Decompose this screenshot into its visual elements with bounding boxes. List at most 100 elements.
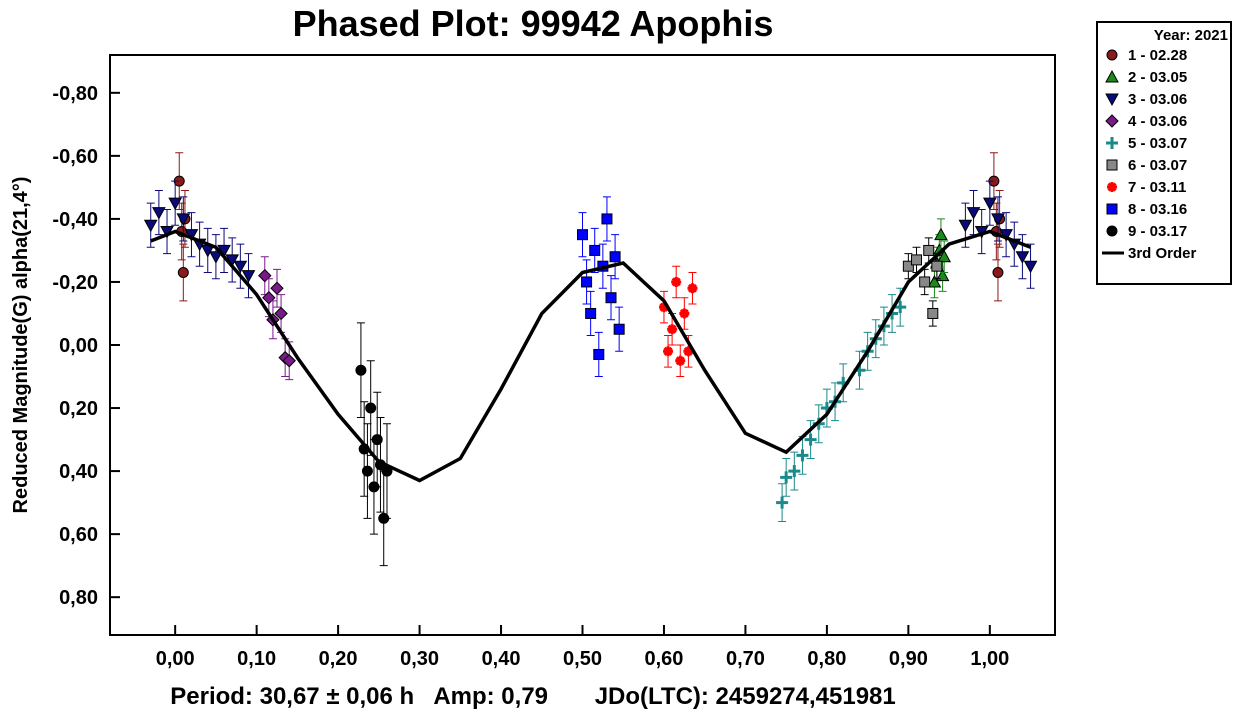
data-point-series-2 [934, 227, 948, 241]
y-axis: -0,80 -0,60 -0,40 -0,20 0,00 0,20 0,40 0,60 0,80 [52, 83, 120, 609]
data-point-series-3 [152, 207, 166, 220]
data-point-series-3 [958, 219, 973, 233]
data-point-series-7 [687, 283, 698, 294]
legend-label: 4 - 03.06 [1128, 113, 1187, 130]
data-point-series-4 [282, 354, 296, 368]
data-point-series-5 [804, 433, 817, 446]
data-point-series-8 [577, 229, 588, 241]
data-point-series-5 [788, 465, 801, 478]
data-point-series-6 [911, 254, 923, 266]
data-point-series-8 [609, 251, 621, 263]
data-point-series-3 [176, 213, 191, 226]
legend-marker-2 [1105, 69, 1119, 83]
legend-marker-5 [1106, 137, 1118, 149]
data-point-series-3 [1023, 260, 1038, 274]
plot-area [109, 54, 1056, 636]
legend-marker-6 [1106, 159, 1118, 171]
y-tick-label: 0,40 [59, 461, 98, 483]
x-tick-label: 0,40 [482, 648, 521, 670]
legend-marker-7 [1107, 182, 1117, 192]
x-tick-label: 0,10 [237, 648, 276, 670]
data-point-series-2 [937, 249, 952, 263]
data-point-series-5 [780, 471, 793, 484]
y-tick-label: -0,60 [52, 146, 98, 168]
data-point-series-8 [581, 276, 593, 288]
y-axis-label: Reduced Magnitude(G) alpha(21,4°) [10, 177, 32, 514]
data-point-series-3 [168, 197, 183, 211]
legend-label: 1 - 02.28 [1128, 47, 1187, 64]
legend-label: 5 - 03.07 [1128, 135, 1187, 152]
x-tick-label: 0,70 [726, 648, 765, 670]
data-point-series-2 [927, 274, 942, 288]
y-tick-label: -0,80 [52, 83, 98, 105]
data-point-series-4 [270, 281, 284, 295]
legend-marker-3 [1105, 93, 1119, 107]
x-tick-label: 0,80 [807, 648, 846, 670]
data-point-series-4 [274, 306, 288, 321]
data-point-series-9 [361, 465, 373, 477]
legend-marker-8 [1106, 203, 1118, 215]
legend-label: 7 - 03.11 [1128, 179, 1186, 196]
data-point-series-1 [992, 267, 1004, 278]
y-tick-label: 0,00 [59, 335, 98, 357]
legend-label: 2 - 03.05 [1128, 69, 1187, 86]
x-tick-label: 0,50 [563, 648, 602, 670]
data-point-series-6 [931, 260, 943, 272]
data-point-series-8 [605, 292, 617, 304]
x-tick-label: 1,00 [970, 648, 1009, 670]
legend: Year: 2021 1 - 02.28 2 - 03.05 3 - 03.06 4 … [1096, 21, 1232, 285]
x-tick-label: 0,00 [156, 648, 195, 670]
x-tick-label: 0,60 [644, 648, 683, 670]
data-point-series-7 [663, 346, 674, 357]
fit-curve [150, 229, 1032, 483]
data-point-series-3 [209, 251, 223, 264]
y-tick-label: 0,80 [59, 587, 98, 609]
legend-label: 6 - 03.07 [1128, 157, 1187, 174]
data-point-series-7 [658, 302, 669, 313]
legend-marker-9 [1106, 225, 1118, 237]
data-point-series-6 [902, 260, 914, 272]
data-point-series-6 [919, 276, 931, 288]
data-point-series-2 [935, 268, 950, 282]
y-tick-label: 0,20 [59, 398, 98, 420]
y-tick-label: -0,40 [52, 209, 98, 231]
data-point-series-1 [177, 267, 189, 278]
data-point-series-5 [796, 449, 809, 462]
footer-period-info: Period: 30,67 ± 0,06 h Amp: 0,79 JDo(LTC… [170, 683, 895, 710]
data-point-series-8 [589, 244, 601, 256]
data-point-series-6 [927, 307, 939, 319]
data-point-series-9 [355, 364, 367, 376]
x-tick-label: 0,90 [889, 648, 928, 670]
y-tick-label: 0,60 [59, 524, 98, 546]
data-point-series-5 [776, 496, 789, 509]
legend-label: 9 - 03.17 [1128, 223, 1187, 240]
data-point-series-7 [679, 308, 690, 319]
data-point-series-5 [894, 301, 907, 314]
data-point-series-7 [667, 324, 678, 335]
data-point-series-6 [923, 244, 935, 256]
data-point-series-8 [601, 213, 613, 225]
data-point-series-3 [991, 213, 1005, 226]
legend-box [1096, 21, 1232, 285]
data-point-series-8 [585, 307, 597, 319]
data-point-series-7 [683, 346, 694, 357]
legend-marker-4 [1105, 114, 1119, 128]
x-axis: 0,00 0,10 0,20 0,30 0,40 0,50 0,60 0,70 0,80 0,90… [156, 625, 1009, 670]
legend-label: 3 - 03.06 [1128, 91, 1187, 108]
legend-title: Year: 2021 [1154, 27, 1228, 44]
x-tick-label: 0,30 [400, 648, 439, 670]
data-point-series-8 [593, 348, 605, 360]
data-point-series-3 [966, 207, 981, 220]
legend-marker-1 [1106, 49, 1118, 61]
data-point-series-8 [613, 323, 625, 335]
data-point-series-3 [1015, 251, 1030, 264]
data-point-series-3 [982, 197, 997, 211]
x-tick-label: 0,20 [319, 648, 358, 670]
data-point-series-3 [233, 260, 248, 274]
legend-label: 8 - 03.16 [1128, 201, 1187, 218]
data-point-series-3 [241, 270, 256, 283]
data-point-series-9 [365, 402, 377, 414]
chart-title: Phased Plot: 99942 Apophis [293, 3, 774, 44]
data-point-series-9 [371, 434, 383, 446]
